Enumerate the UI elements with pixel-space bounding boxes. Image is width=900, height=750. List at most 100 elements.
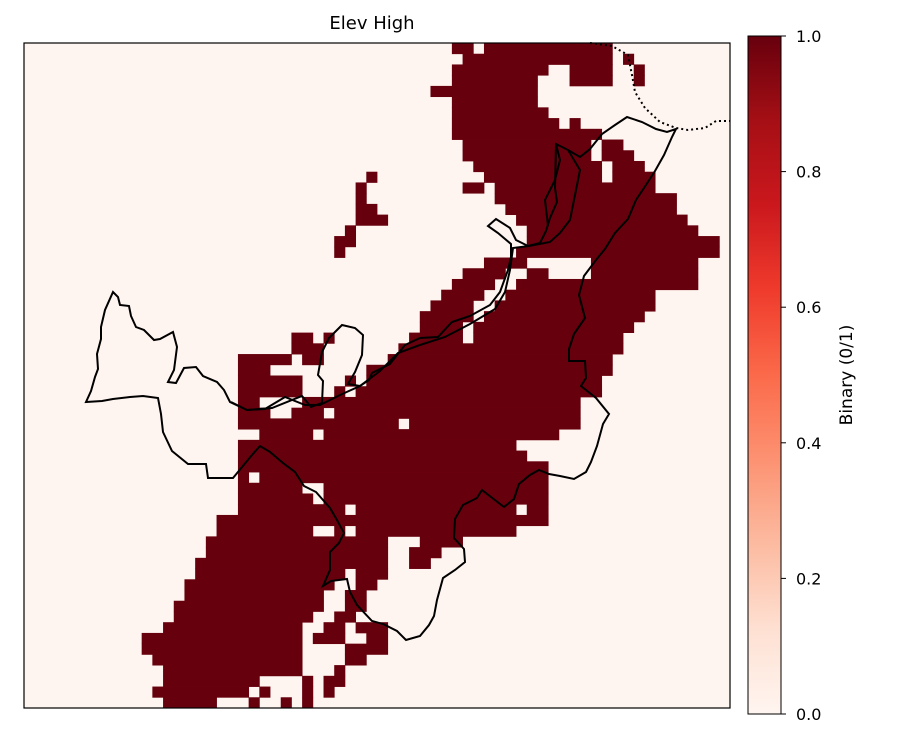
heatmap-cell xyxy=(623,53,635,65)
heatmap-cell xyxy=(633,75,645,87)
heatmap-cell xyxy=(237,472,250,484)
heatmap-cell xyxy=(451,43,474,55)
heatmap-cell xyxy=(462,182,485,194)
heatmap-cell xyxy=(526,225,699,237)
heatmap-cell xyxy=(323,429,560,441)
heatmap-cell xyxy=(601,139,624,151)
heatmap-area xyxy=(23,42,731,709)
heatmap-cell xyxy=(237,482,303,494)
heatmap-cell xyxy=(237,375,303,387)
heatmap-cell xyxy=(355,504,517,516)
heatmap-cell xyxy=(344,590,367,602)
region-boundaries xyxy=(84,115,678,642)
heatmap-cell xyxy=(483,257,528,269)
heatmap-cell xyxy=(430,85,538,98)
heatmap-cell xyxy=(237,364,271,376)
plot-frame xyxy=(23,42,731,709)
colorbar-label: Binary (0/1) xyxy=(837,325,857,426)
heatmap-cell xyxy=(141,643,303,655)
heatmap-cell xyxy=(216,525,314,537)
heatmap-cell xyxy=(334,236,356,248)
colorbar: 0.0 0.2 0.4 0.6 0.8 1.0 Binary (0/1) xyxy=(747,27,857,724)
heatmap-cell xyxy=(355,568,389,580)
heatmap-cell xyxy=(409,557,431,569)
heatmap-cell xyxy=(441,289,485,301)
heatmap-cell xyxy=(483,311,645,323)
heatmap-cell xyxy=(612,171,656,183)
heatmap-cell xyxy=(302,675,314,687)
heatmap-cell xyxy=(323,482,549,494)
heatmap-cell xyxy=(590,268,699,280)
heatmap-cell xyxy=(526,268,549,280)
heatmap-cell xyxy=(409,418,581,430)
heatmap-cell xyxy=(237,504,346,516)
heatmap-cell xyxy=(152,654,303,666)
chart-title: Elev High xyxy=(329,13,414,34)
heatmap-cell xyxy=(334,611,356,623)
colorbar-tick-label: 1.0 xyxy=(796,27,821,46)
heatmap-cell xyxy=(451,278,496,291)
heatmap-cell xyxy=(451,128,603,140)
heatmap-cell xyxy=(569,75,613,87)
heatmap-cell xyxy=(344,643,389,655)
heatmap-cell xyxy=(355,525,517,537)
heatmap-cell xyxy=(334,386,346,398)
heatmap-cell xyxy=(366,171,378,183)
heatmap-cell xyxy=(387,354,613,366)
heatmap-cell xyxy=(451,107,549,119)
heatmap-cell xyxy=(163,665,303,677)
heatmap-cell xyxy=(173,611,314,623)
heatmap-cell xyxy=(237,418,399,430)
colorbar-tick-label: 0.0 xyxy=(796,705,821,724)
heatmap-cell xyxy=(237,493,314,505)
heatmap-cell xyxy=(237,450,528,462)
heatmap-cell xyxy=(355,214,389,226)
heatmap-cells xyxy=(141,43,720,709)
heatmap-cell xyxy=(237,396,260,409)
heatmap-cell xyxy=(302,354,324,366)
heatmap-cell xyxy=(259,686,271,698)
heatmap-cell xyxy=(462,150,592,162)
heatmap-cell xyxy=(451,96,538,108)
heatmap-cell xyxy=(237,461,549,473)
heatmap-cell xyxy=(516,214,688,226)
boundary-inner-line-2 xyxy=(543,143,562,227)
heatmap-cell xyxy=(473,160,603,173)
heatmap-cell xyxy=(302,697,314,709)
heatmap-cell xyxy=(237,439,517,451)
heatmap-cell xyxy=(141,632,303,645)
heatmap-cell xyxy=(355,579,378,591)
heatmap-cell xyxy=(344,600,367,612)
heatmap-cell xyxy=(152,686,250,698)
heatmap-cell xyxy=(291,407,324,419)
heatmap-cell xyxy=(291,343,324,355)
heatmap-cell xyxy=(505,203,677,216)
heatmap-cell xyxy=(494,182,656,194)
heatmap-cell xyxy=(163,622,303,634)
heatmap-cell xyxy=(526,504,549,516)
heatmap-cell xyxy=(612,160,645,173)
heatmap-cell xyxy=(237,386,303,398)
heatmap-cell xyxy=(237,407,271,419)
heatmap-cell xyxy=(355,182,367,194)
heatmap-cell xyxy=(280,697,292,709)
heatmap-cell xyxy=(494,300,656,312)
heatmap-cell xyxy=(494,193,677,205)
heatmap-cell xyxy=(473,332,624,344)
heatmap-cell xyxy=(462,53,613,65)
heatmap-cell xyxy=(184,579,335,591)
heatmap-cell xyxy=(323,686,335,698)
heatmap-cell xyxy=(451,64,549,76)
colorbar-gradient xyxy=(747,35,782,715)
heatmap-cell xyxy=(355,622,389,634)
heatmap-cell xyxy=(419,536,463,548)
heatmap-cell xyxy=(163,675,260,687)
heatmap-cell xyxy=(302,686,314,698)
heatmap-cell xyxy=(473,321,635,333)
heatmap-cell xyxy=(483,43,613,55)
boundary-line xyxy=(84,115,678,642)
heatmap-cell xyxy=(526,236,720,248)
heatmap-cell xyxy=(237,354,292,366)
heatmap-cell xyxy=(216,514,549,527)
